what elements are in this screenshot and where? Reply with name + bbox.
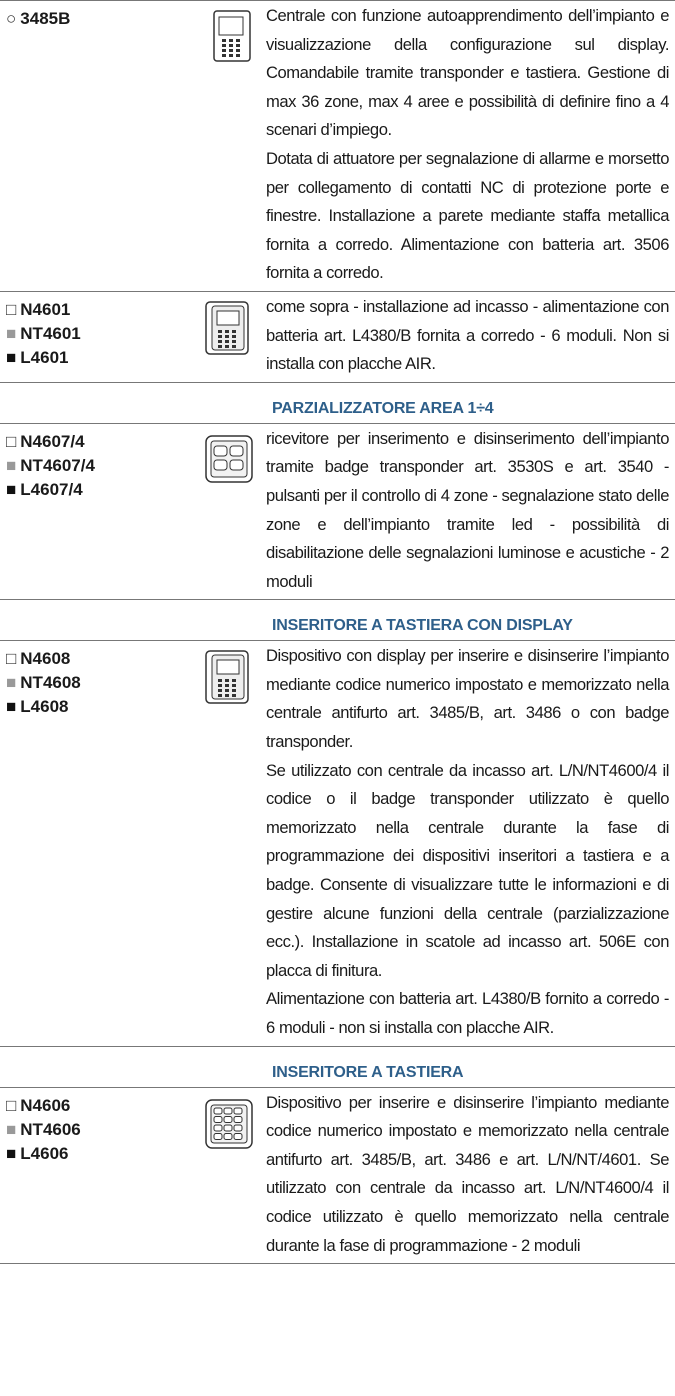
- product-row: ○ 3485B Centrale con funzione autoapprendi…: [0, 1, 675, 292]
- description-paragraph: Alimentazione con batteria art. L4380/B …: [266, 989, 669, 1037]
- article-code: N4606: [20, 1095, 71, 1115]
- finish-symbol: □: [6, 649, 17, 669]
- description: Dispositivo con display per inserire e d…: [266, 641, 669, 1045]
- code-line: ■ L4607/4: [6, 478, 200, 502]
- finish-symbol: ○: [6, 9, 17, 28]
- finish-symbol: □: [6, 1095, 17, 1115]
- code-line: ■ NT4607/4: [6, 454, 200, 478]
- code-line: ○ 3485B: [6, 7, 200, 31]
- code-line: ■ NT4601: [6, 322, 200, 346]
- article-code: NT4608: [20, 673, 81, 693]
- product-image: [200, 292, 266, 382]
- device-icon: [205, 301, 249, 355]
- codes: □ N4607/4 ■ NT4607/4 ■ L4607/4: [0, 424, 200, 600]
- code-line: □ N4607/4: [6, 430, 200, 454]
- description-paragraph: Se utilizzato con centrale da incasso ar…: [266, 760, 669, 980]
- product-image: [200, 641, 266, 1045]
- codes: ○ 3485B: [0, 1, 200, 291]
- code-line: ■ L4606: [6, 1142, 200, 1166]
- finish-symbol: ■: [6, 479, 17, 499]
- description: come sopra - installazione ad incasso - …: [266, 292, 669, 382]
- article-code: L4601: [20, 347, 69, 367]
- section-heading-row: INSERITORE A TASTIERA: [0, 1057, 675, 1088]
- description-paragraph: Dispositivo con display per inserire e d…: [266, 646, 669, 752]
- document: ○ 3485B Centrale con funzione autoapprendi…: [0, 0, 675, 1265]
- description: Centrale con funzione autoapprendimento …: [266, 1, 669, 291]
- code-line: ■ NT4608: [6, 671, 200, 695]
- device-icon: [205, 434, 253, 483]
- description: ricevitore per inserimento e disinserime…: [266, 424, 669, 600]
- code-line: □ N4608: [6, 647, 200, 671]
- product-image: [200, 1, 266, 291]
- finish-symbol: ■: [6, 455, 17, 475]
- finish-symbol: □: [6, 431, 17, 451]
- codes: □ N4608 ■ NT4608 ■ L4608: [0, 641, 200, 1045]
- finish-symbol: ■: [6, 347, 17, 367]
- finish-symbol: □: [6, 299, 17, 319]
- code-line: □ N4601: [6, 298, 200, 322]
- section-heading-row: PARZIALIZZATORE AREA 1÷4: [0, 393, 675, 424]
- product-row: □ N4606 ■ NT4606 ■ L4606 Dispositivo per inser…: [0, 1088, 675, 1265]
- section-heading: INSERITORE A TASTIERA: [272, 1063, 464, 1081]
- code-line: ■ L4601: [6, 346, 200, 370]
- product-image: [200, 1088, 266, 1264]
- section-heading: INSERITORE A TASTIERA CON DISPLAY: [272, 617, 573, 635]
- article-code: NT4607/4: [20, 455, 95, 475]
- code-line: ■ NT4606: [6, 1118, 200, 1142]
- section-heading: PARZIALIZZATORE AREA 1÷4: [272, 399, 494, 417]
- article-code: L4606: [20, 1143, 69, 1163]
- article-code: 3485B: [20, 9, 71, 28]
- device-icon: [213, 10, 251, 62]
- section-heading-row: INSERITORE A TASTIERA CON DISPLAY: [0, 610, 675, 642]
- description-paragraph: Dispositivo per inserire e disinserire l…: [266, 1092, 669, 1255]
- codes: □ N4601 ■ NT4601 ■ L4601: [0, 292, 200, 382]
- product-row: □ N4608 ■ NT4608 ■ L4608 Dispositivo con displ…: [0, 641, 675, 1047]
- finish-symbol: ■: [6, 1143, 17, 1163]
- finish-symbol: ■: [6, 1119, 17, 1139]
- article-code: L4608: [20, 697, 69, 717]
- description-paragraph: Centrale con funzione autoapprendimento …: [266, 6, 669, 140]
- codes: □ N4606 ■ NT4606 ■ L4606: [0, 1088, 200, 1264]
- article-code: N4608: [20, 649, 71, 669]
- product-image: [200, 424, 266, 600]
- device-icon: [205, 650, 249, 705]
- description-paragraph: Dotata di attuatore per segnalazione di …: [266, 148, 669, 283]
- article-code: NT4601: [20, 323, 81, 343]
- finish-symbol: ■: [6, 323, 17, 343]
- code-line: ■ L4608: [6, 695, 200, 719]
- article-code: L4607/4: [20, 479, 83, 499]
- description: Dispositivo per inserire e disinserire l…: [266, 1088, 669, 1264]
- description-paragraph: ricevitore per inserimento e disinserime…: [266, 428, 669, 591]
- article-code: N4607/4: [20, 431, 85, 451]
- description-paragraph: come sopra - installazione ad incasso - …: [266, 296, 669, 374]
- code-line: □ N4606: [6, 1094, 200, 1118]
- article-code: N4601: [20, 299, 71, 319]
- product-row: □ N4601 ■ NT4601 ■ L4601 come sopra - installa…: [0, 292, 675, 383]
- finish-symbol: ■: [6, 697, 17, 717]
- product-row: □ N4607/4 ■ NT4607/4 ■ L4607/4 ricevitore per …: [0, 424, 675, 601]
- device-icon: [205, 1098, 253, 1149]
- finish-symbol: ■: [6, 673, 17, 693]
- article-code: NT4606: [20, 1119, 81, 1139]
